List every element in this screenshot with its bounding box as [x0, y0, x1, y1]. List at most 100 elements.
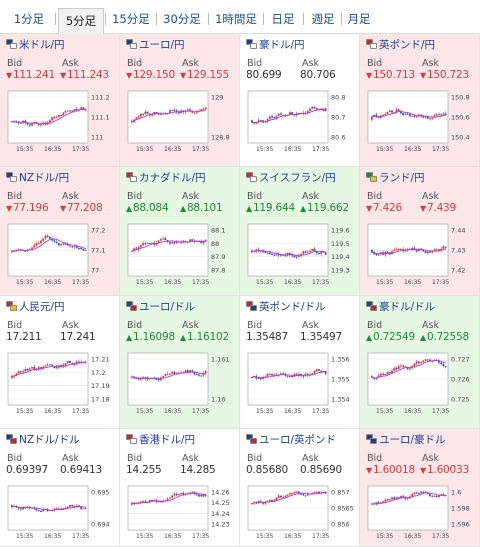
chart-svg: 80.8 80.7 80.6 15:35 16:35 17:35 [247, 90, 345, 153]
currency-panel[interactable]: 英ポンド/円 Bid Ask ▼150.713 ▼150.723 150.8 150.6 15… [360, 34, 480, 167]
pair-name[interactable]: カナダドル/円 [139, 172, 206, 184]
candle-body [53, 365, 56, 369]
currency-panel[interactable]: 豪ドル/ドル Bid Ask ▲0.72549 ▲0.72558 0.727 0.726 0.… [360, 296, 480, 429]
candle-body [64, 110, 67, 113]
currency-panel[interactable]: 香港ドル/円 Bid Ask 14.255 14.285 14.26 14.25 14.24 1… [120, 429, 240, 547]
pair-name[interactable]: スイスフラン/円 [259, 172, 336, 184]
pair-title[interactable]: 香港ドル/円 [126, 433, 195, 447]
currency-panel[interactable]: スイスフラン/円 Bid Ask ▲119.644 ▲119.662 119.6 119.5… [240, 167, 360, 296]
currency-panel[interactable]: 米ドル/円 Bid Ask ▼111.241 ▼111.243 111.2 111.1 111… [0, 34, 120, 167]
pair-title[interactable]: 人民元/円 [6, 300, 65, 314]
candle-body [31, 247, 33, 250]
candle-body [80, 506, 83, 509]
pair-name[interactable]: NZドル/ドル [19, 434, 80, 446]
currency-panel[interactable]: ユーロ/ドル Bid Ask ▲1.16098 ▲1.16102 1.161 1.16 15:… [120, 296, 240, 429]
currency-panel[interactable]: カナダドル/円 Bid Ask ▲88.084 ▲88.101 88.1 88 87.9 87.… [120, 167, 240, 296]
tab-4[interactable]: 1時間足 [215, 12, 257, 26]
pair-title[interactable]: ユーロ/豪ドル [366, 433, 446, 447]
pair-name[interactable]: ユーロ/豪ドル [379, 434, 446, 446]
pair-title[interactable]: ユーロ/円 [126, 38, 185, 52]
pair-name[interactable]: ユーロ/英ポンド [259, 434, 337, 446]
mini-candlestick-chart[interactable]: 1.161 1.16 15:35 16:35 17:35 [126, 351, 234, 417]
tab-5[interactable]: 日足 [271, 12, 295, 26]
mini-candlestick-chart[interactable]: 0.727 0.726 0.725 15:35 16:35 17:35 [366, 351, 474, 417]
tab-1[interactable]: 5分足 [58, 8, 104, 34]
candle-body [262, 377, 264, 379]
pair-title[interactable]: 豪ドル/円 [246, 38, 305, 52]
pair-title[interactable]: スイスフラン/円 [246, 171, 336, 185]
currency-panel[interactable]: 豪ドル/円 Bid Ask 80.699 80.706 80.8 80.7 80.6 15:35… [240, 34, 360, 167]
currency-panel[interactable]: NZドル/円 Bid Ask ▼77.196 ▼77.208 77.2 77.1 77 15:3… [0, 167, 120, 296]
mini-candlestick-chart[interactable]: 1.6 1.598 1.596 15:35 16:35 17:35 [366, 484, 474, 542]
mini-candlestick-chart[interactable]: 7.44 7.43 7.42 15:35 16:35 17:35 [366, 222, 474, 288]
tab-3[interactable]: 30分足 [163, 12, 201, 26]
pair-title[interactable]: 米ドル/円 [6, 38, 65, 52]
tab-6[interactable]: 週足 [311, 12, 335, 26]
currency-panel[interactable]: 英ポンド/ドル Bid Ask 1.35487 1.35497 1.356 1.355 1.3… [240, 296, 360, 429]
candle-body [193, 112, 196, 114]
mini-candlestick-chart[interactable]: 88.1 88 87.9 87.8 15:35 16:35 17:35 [126, 222, 234, 288]
mini-candlestick-chart[interactable]: 80.8 80.7 80.6 15:35 16:35 17:35 [246, 89, 354, 155]
pair-title[interactable]: ランド/円 [366, 171, 425, 185]
pair-name[interactable]: ランド/円 [379, 172, 425, 184]
pair-name[interactable]: 英ポンド/ドル [259, 301, 326, 313]
pair-title[interactable]: 豪ドル/ドル [366, 300, 435, 314]
mini-candlestick-chart[interactable]: 0.695 0.694 15:35 16:35 17:35 [6, 484, 114, 542]
candle-body [60, 244, 62, 246]
currency-panel[interactable]: ランド/円 Bid Ask ▼7.426 ▼7.439 7.44 7.43 7.42 15:35… [360, 167, 480, 296]
candle-body [202, 372, 205, 376]
mini-candlestick-chart[interactable]: 17.21 17.2 17.19 17.18 15:35 16:35 17:35 [6, 351, 114, 417]
mini-candlestick-chart[interactable]: 77.2 77.1 77 15:35 16:35 17:35 [6, 222, 114, 288]
currency-panel[interactable]: ユーロ/英ポンド Bid Ask 0.85680 0.85690 0.857 0.8565 0… [240, 429, 360, 547]
y-tick-label: 1.354 [331, 396, 350, 404]
currency-panel[interactable]: 人民元/円 Bid Ask 17.211 17.241 17.21 17.2 17.19 17.… [0, 296, 120, 429]
currency-panel[interactable]: NZドル/ドル Bid Ask 0.69397 0.69413 0.695 0.694 15:… [0, 429, 120, 547]
tab-7[interactable]: 月足 [347, 12, 371, 26]
candle-body [33, 367, 36, 370]
mini-candlestick-chart[interactable]: 1.356 1.355 1.354 15:35 16:35 17:35 [246, 351, 354, 417]
mini-candlestick-chart[interactable]: 150.8 150.6 150.4 15:35 16:35 17:35 [366, 89, 474, 155]
candle-body [49, 120, 51, 123]
candle-body [304, 495, 307, 497]
tab-0[interactable]: 1分足 [13, 12, 45, 26]
candle-body [311, 493, 314, 495]
down-arrow-icon: ▼ [420, 204, 426, 213]
y-tick-label: 7.43 [451, 247, 465, 255]
candle-body [198, 494, 200, 497]
pair-name[interactable]: 人民元/円 [19, 301, 65, 313]
currency-panel[interactable]: ユーロ/円 Bid Ask ▼129.150 ▼129.155 129 128.8 15:35… [120, 34, 240, 167]
pair-name[interactable]: NZドル/円 [19, 172, 70, 184]
bid-value: 14.255 [126, 464, 162, 476]
bid-value-text: 77.196 [12, 202, 49, 214]
pair-title[interactable]: NZドル/ドル [6, 433, 80, 447]
mini-candlestick-chart[interactable]: 111.2 111.1 111 15:35 16:35 17:35 [6, 89, 114, 155]
pair-title[interactable]: NZドル/円 [6, 171, 69, 185]
pair-title[interactable]: 英ポンド/円 [366, 38, 435, 52]
bid-value: ▼111.241 [6, 69, 55, 81]
candle-body [266, 374, 269, 377]
down-arrow-icon: ▼ [126, 71, 132, 80]
currency-panel[interactable]: ユーロ/豪ドル Bid Ask ▼1.60018 ▼1.60033 1.6 1.598 1.5… [360, 429, 480, 547]
mini-candlestick-chart[interactable]: 129 128.8 15:35 16:35 17:35 [126, 89, 234, 155]
pair-title[interactable]: ユーロ/英ポンド [246, 433, 336, 447]
y-tick-label: 0.695 [91, 489, 110, 497]
pair-name[interactable]: 香港ドル/円 [139, 434, 196, 446]
pair-name[interactable]: 豪ドル/ドル [379, 301, 436, 313]
pair-name[interactable]: 米ドル/円 [19, 39, 65, 51]
mini-candlestick-chart[interactable]: 14.26 14.25 14.24 14.23 15:35 16:35 17:35 [126, 484, 234, 542]
candle-body [191, 370, 194, 373]
pair-title[interactable]: カナダドル/円 [126, 171, 206, 185]
ask-value-text: 14.285 [180, 464, 216, 476]
pair-name[interactable]: ユーロ/円 [139, 39, 185, 51]
candle-body [164, 238, 167, 241]
tab-2[interactable]: 15分足 [112, 12, 150, 26]
mini-candlestick-chart[interactable]: 119.6 119.5 119.4 119.3 15:35 16:35 17:35 [246, 222, 354, 288]
pair-title[interactable]: 英ポンド/ドル [246, 300, 326, 314]
moving-average-line [251, 250, 326, 256]
candle-body [202, 241, 205, 244]
pair-name[interactable]: 英ポンド/円 [379, 39, 436, 51]
pair-title[interactable]: ユーロ/ドル [126, 300, 195, 314]
pair-name[interactable]: ユーロ/ドル [139, 301, 196, 313]
mini-candlestick-chart[interactable]: 0.857 0.8565 0.856 15:35 16:35 17:35 [246, 484, 354, 542]
pair-name[interactable]: 豪ドル/円 [259, 39, 305, 51]
